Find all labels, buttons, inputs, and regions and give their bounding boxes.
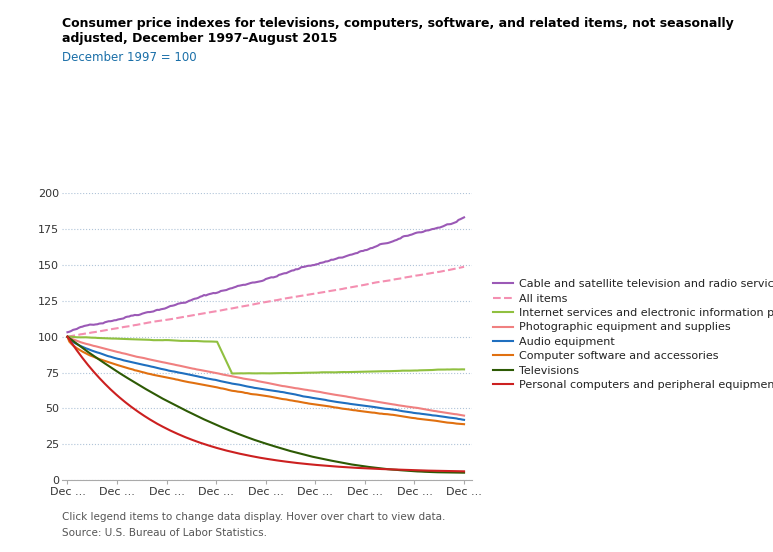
Text: December 1997 = 100: December 1997 = 100	[62, 51, 196, 64]
Text: Click legend items to change data display. Hover over chart to view data.: Click legend items to change data displa…	[62, 512, 445, 522]
Legend: Cable and satellite television and radio service, All items, Internet services a: Cable and satellite television and radio…	[493, 279, 773, 390]
Text: Consumer price indexes for televisions, computers, software, and related items, : Consumer price indexes for televisions, …	[62, 17, 734, 30]
Text: adjusted, December 1997–August 2015: adjusted, December 1997–August 2015	[62, 32, 337, 45]
Text: Source: U.S. Bureau of Labor Statistics.: Source: U.S. Bureau of Labor Statistics.	[62, 528, 267, 538]
